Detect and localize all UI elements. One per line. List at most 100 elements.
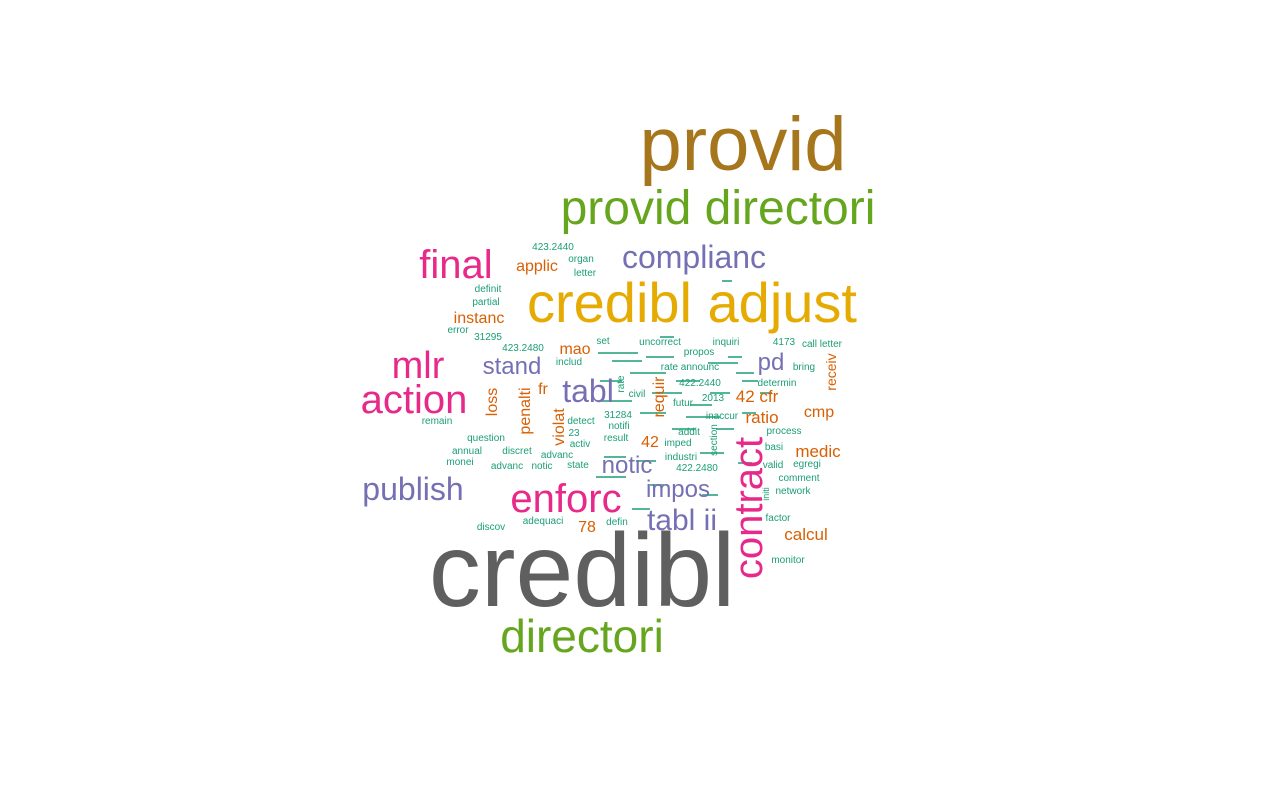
speck-mark: [722, 280, 732, 282]
cloud-word: calcul: [784, 525, 827, 544]
cloud-word: state: [567, 460, 589, 471]
cloud-word: ratio: [745, 408, 778, 427]
cloud-word: 423.2440: [532, 242, 574, 253]
cloud-word: error: [447, 325, 469, 336]
cloud-word: loss: [484, 388, 501, 416]
cloud-word: fr: [538, 381, 548, 398]
speck-mark: [630, 372, 666, 374]
cloud-word: 4173: [773, 337, 796, 348]
speck-mark: [600, 380, 622, 382]
cloud-word: discret: [502, 446, 532, 457]
cloud-word: initi: [761, 487, 771, 501]
speck-mark: [640, 412, 666, 414]
cloud-word: requir: [651, 376, 668, 418]
speck-mark: [728, 356, 742, 358]
cloud-word: medic: [795, 442, 841, 461]
cloud-word: rate announc: [661, 362, 719, 373]
speck-mark: [686, 416, 720, 418]
cloud-word: action: [361, 378, 468, 422]
cloud-word: provid: [640, 102, 847, 187]
cloud-word: addit: [678, 427, 700, 438]
cloud-word: cmp: [804, 404, 834, 421]
speck-mark: [738, 462, 752, 464]
cloud-word: includ: [556, 357, 582, 368]
speck-mark: [760, 392, 772, 394]
speck-mark: [708, 362, 738, 364]
cloud-word: 42 cfr: [736, 387, 779, 406]
cloud-word: notic: [602, 452, 653, 479]
cloud-word: credibl: [429, 513, 735, 629]
cloud-word: complianc: [622, 239, 766, 275]
cloud-word: provid directori: [561, 182, 876, 235]
cloud-word: determin: [758, 378, 797, 389]
cloud-word: credibl adjust: [527, 271, 857, 334]
cloud-word: 422.2440: [679, 378, 721, 389]
cloud-word: futur: [673, 398, 694, 409]
cloud-word: discov: [477, 522, 505, 533]
cloud-word: penalti: [517, 387, 534, 434]
cloud-word: organ: [568, 254, 594, 265]
cloud-word: instanc: [454, 310, 505, 327]
speck-mark: [672, 428, 696, 430]
cloud-word: partial: [472, 297, 499, 308]
cloud-word: 422.2480: [676, 463, 718, 474]
cloud-word: notic: [531, 461, 552, 472]
cloud-word: tabl ii: [647, 504, 717, 537]
cloud-word: industri: [665, 452, 697, 463]
cloud-word: imped: [664, 438, 691, 449]
speck-mark: [660, 336, 674, 338]
speck-mark: [596, 476, 626, 478]
speck-mark: [690, 404, 712, 406]
speck-mark: [636, 460, 656, 462]
cloud-word: defin: [606, 517, 628, 528]
cloud-word: uncorrect: [639, 337, 681, 348]
cloud-word: notifi: [608, 421, 629, 432]
cloud-word: 31284: [604, 410, 632, 421]
cloud-word: bring: [793, 362, 815, 373]
speck-mark: [716, 428, 734, 430]
cloud-word: comment: [778, 473, 819, 484]
cloud-word: stand: [483, 353, 542, 380]
speck-mark: [676, 380, 700, 382]
speck-mark: [602, 400, 632, 402]
cloud-word: violat: [551, 408, 568, 446]
cloud-word: set: [596, 336, 610, 347]
cloud-word: 423.2480: [502, 343, 544, 354]
speck-mark: [736, 372, 754, 374]
cloud-word: mao: [559, 341, 590, 358]
cloud-word: advanc: [541, 450, 573, 461]
cloud-word: result: [604, 433, 629, 444]
cloud-word: civil: [629, 389, 646, 400]
cloud-word: monei: [446, 457, 473, 468]
cloud-word: applic: [516, 258, 558, 275]
speck-mark: [652, 392, 682, 394]
speck-mark: [632, 508, 650, 510]
word-layer: credibl provid credibl adjust provid direct…: [361, 102, 876, 662]
cloud-word: enforc: [510, 477, 621, 521]
cloud-word: egregi: [793, 459, 821, 470]
cloud-word: 23: [568, 428, 580, 439]
cloud-word: directori: [500, 610, 664, 662]
cloud-word: rate: [616, 375, 627, 393]
cloud-word: call letter: [802, 339, 843, 350]
cloud-word: final: [419, 243, 492, 287]
cloud-word: impos: [646, 476, 710, 503]
cloud-word: basi: [765, 442, 783, 453]
speck-mark: [646, 356, 674, 358]
cloud-word: mlr: [392, 345, 445, 387]
speck-mark: [700, 452, 724, 454]
speck-mark: [612, 360, 642, 362]
cloud-word: 78: [578, 519, 596, 536]
cloud-word: section: [709, 424, 720, 456]
cloud-word: 42: [641, 434, 659, 451]
speck-mark: [702, 494, 718, 496]
cloud-word: 31295: [474, 332, 502, 343]
cloud-word: inquiri: [713, 337, 740, 348]
cloud-word: contract: [727, 437, 771, 579]
tiny-word-specks: [596, 280, 772, 510]
cloud-word: 2013: [702, 393, 725, 404]
speck-mark: [742, 380, 758, 382]
cloud-word: inaccur: [706, 411, 739, 422]
cloud-word: factor: [765, 513, 791, 524]
